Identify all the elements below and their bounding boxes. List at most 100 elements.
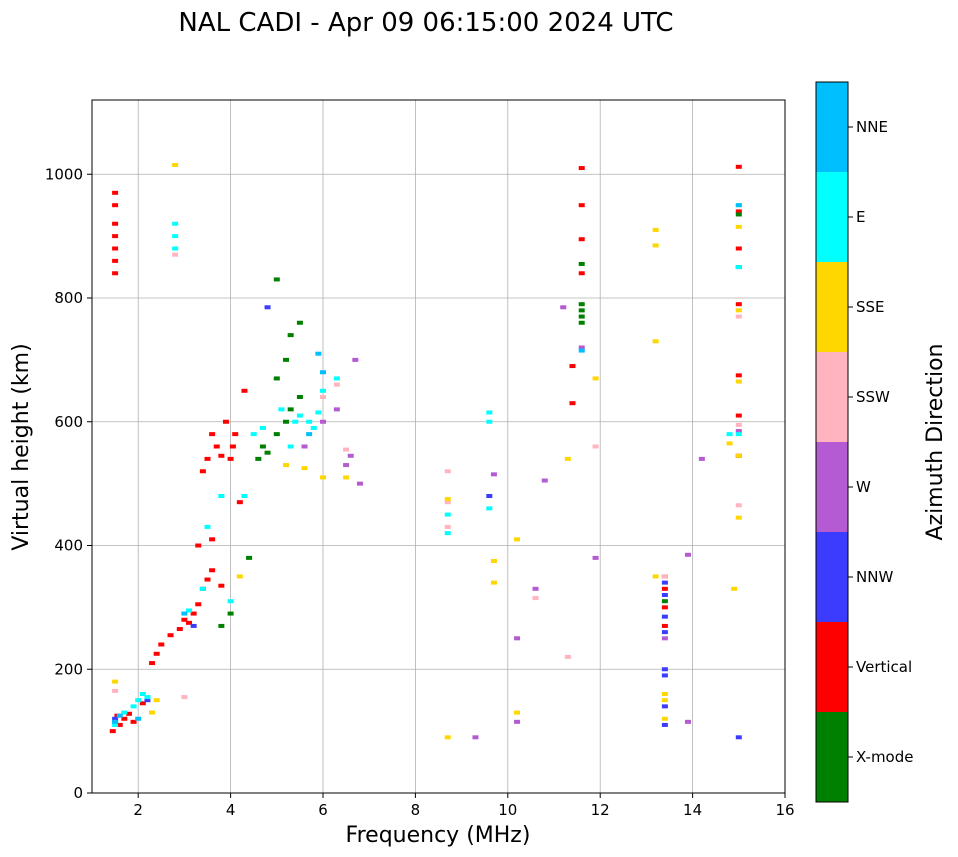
data-point (112, 688, 119, 693)
data-point (259, 444, 266, 449)
data-point (661, 692, 668, 696)
axes: 2 4 6 8 10 12 14 16 0 200 400 600 800 1000 (45, 165, 795, 819)
data-point (661, 636, 668, 641)
data-point (343, 447, 350, 452)
data-point (343, 475, 350, 480)
data-point (661, 614, 668, 619)
data-point (444, 531, 451, 536)
data-point (218, 583, 225, 588)
data-point (172, 252, 179, 257)
data-point (112, 271, 119, 276)
data-point (301, 444, 308, 449)
data-point (532, 586, 539, 591)
data-point (444, 500, 451, 505)
colorbar-tick-label: SSE (856, 298, 885, 316)
data-point (283, 419, 290, 424)
data-point (181, 611, 188, 616)
data-point (578, 271, 585, 276)
data-point (287, 407, 294, 412)
data-point (116, 722, 123, 727)
data-point (246, 555, 253, 560)
data-point (121, 716, 128, 721)
data-point (158, 642, 165, 647)
colorbar-tick-label: Vertical (856, 658, 912, 676)
data-point (167, 633, 174, 638)
colorbar-swatch (816, 172, 848, 262)
data-point (444, 497, 451, 502)
data-point (333, 382, 340, 387)
data-point (296, 395, 303, 399)
colorbar-tick-label: E (856, 208, 865, 226)
data-point (296, 320, 303, 325)
data-point (564, 456, 571, 461)
data-point (735, 379, 742, 384)
grid-lines (92, 100, 786, 794)
data-point (315, 410, 322, 415)
x-tick-label: 10 (498, 801, 517, 819)
data-point (578, 302, 585, 307)
data-point (444, 735, 451, 740)
data-point (560, 305, 567, 310)
x-tick-label: 2 (133, 801, 143, 819)
data-point (112, 258, 119, 263)
data-point (735, 314, 742, 319)
data-point (250, 432, 257, 437)
data-point (306, 432, 313, 437)
data-point (684, 719, 691, 724)
colorbar-tick-label: NNW (856, 568, 893, 586)
data-point (287, 333, 294, 338)
data-point (139, 692, 146, 696)
data-point (320, 419, 326, 424)
data-point (592, 555, 599, 560)
data-point (264, 450, 271, 455)
data-point (735, 308, 742, 313)
y-tick-label: 800 (54, 289, 83, 307)
data-point (661, 630, 668, 635)
data-point (472, 735, 479, 740)
data-point (195, 543, 202, 548)
data-point (490, 580, 497, 585)
colorbar-swatch (816, 622, 848, 712)
data-point (356, 481, 363, 486)
data-point (569, 364, 576, 369)
data-point (486, 419, 493, 424)
data-point (661, 704, 668, 709)
data-point (204, 577, 211, 582)
data-point (121, 710, 128, 715)
data-point (490, 472, 497, 477)
data-point (592, 376, 599, 381)
data-point (514, 636, 521, 641)
data-point (652, 339, 659, 344)
colorbar-swatch (816, 352, 848, 442)
data-point (153, 651, 160, 656)
data-point (232, 432, 239, 437)
data-point (236, 500, 243, 505)
data-point (236, 574, 243, 579)
data-point (241, 388, 248, 393)
data-point (333, 407, 340, 412)
data-point (652, 574, 659, 579)
data-point (227, 599, 234, 604)
data-point (578, 320, 585, 325)
data-point (209, 432, 216, 437)
data-point (149, 710, 156, 715)
data-point (661, 716, 668, 721)
data-point (227, 611, 234, 616)
data-point (735, 209, 742, 214)
data-point (661, 599, 668, 604)
colorbar-swatch (816, 712, 848, 802)
data-point (227, 456, 234, 461)
y-tick-label: 600 (54, 413, 83, 431)
data-point (444, 524, 451, 529)
data-point (735, 212, 742, 217)
data-point (204, 524, 211, 529)
data-point (661, 722, 668, 727)
data-point (172, 246, 179, 251)
colorbar-frame (815, 81, 849, 803)
data-point (731, 586, 738, 591)
data-point (209, 537, 216, 542)
data-point (218, 453, 225, 458)
data-point (486, 494, 493, 498)
data-point (195, 602, 202, 607)
